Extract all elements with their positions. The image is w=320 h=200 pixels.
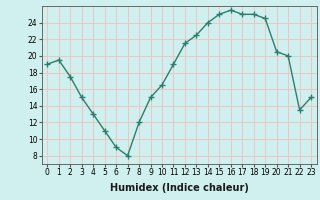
- X-axis label: Humidex (Indice chaleur): Humidex (Indice chaleur): [110, 183, 249, 193]
